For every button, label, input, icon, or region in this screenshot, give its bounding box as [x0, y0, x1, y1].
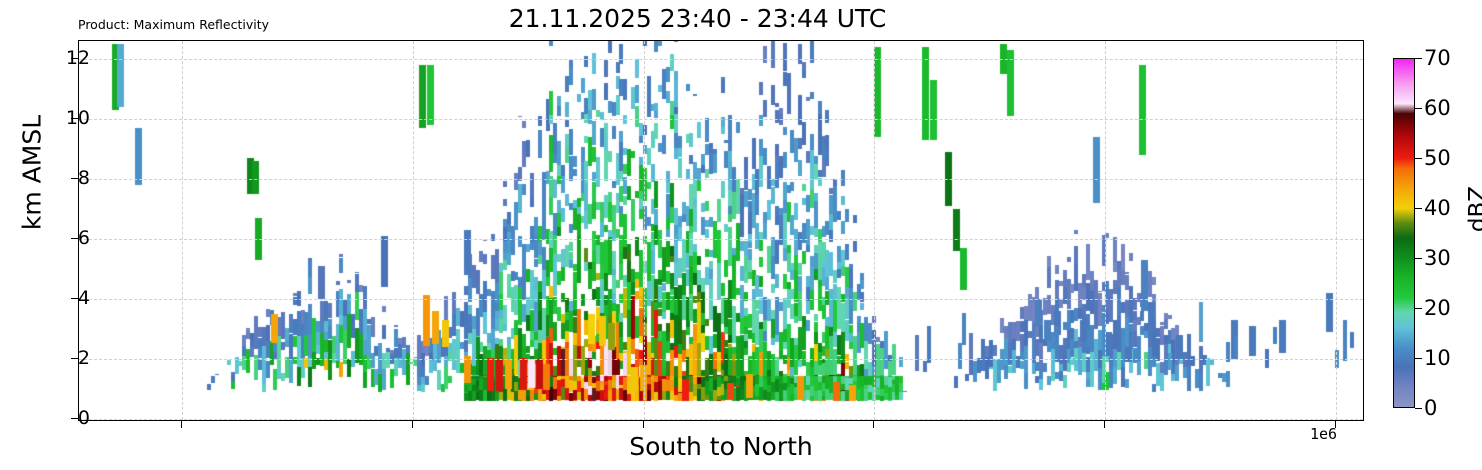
colorbar-tick-label: 0 — [1424, 396, 1438, 420]
colorbar-tick-label: 50 — [1424, 146, 1451, 170]
gridline-vertical — [874, 41, 876, 420]
colorbar-label: dBZ — [1465, 185, 1482, 233]
gridline-horizontal — [79, 239, 1363, 240]
x-axis-offset-text: 1e6 — [1310, 425, 1338, 443]
gridline-horizontal — [79, 179, 1363, 180]
x-axis-tick — [180, 421, 182, 428]
plot-area — [78, 40, 1364, 421]
colorbar-tick — [1415, 108, 1422, 109]
gridline-vertical — [181, 41, 183, 420]
x-axis-tick — [642, 421, 644, 428]
y-axis-tick-label: 2 — [77, 347, 90, 369]
x-axis-tick — [1104, 421, 1106, 428]
y-axis-tick — [71, 58, 78, 59]
colorbar-tick — [1415, 258, 1422, 259]
page-title: 21.11.2025 23:40 - 23:44 UTC — [508, 4, 887, 33]
colorbar-tick — [1415, 308, 1422, 309]
y-axis-tick-label: 6 — [77, 227, 90, 249]
gridline-horizontal — [79, 119, 1363, 120]
y-axis-tick-label: 0 — [77, 407, 90, 429]
colorbar-tick-label: 60 — [1424, 96, 1451, 120]
y-axis-tick-label: 12 — [65, 47, 90, 69]
colorbar-tick — [1415, 158, 1422, 159]
colorbar-tick — [1415, 208, 1422, 209]
product-label: Product: Maximum Reflectivity — [78, 17, 270, 32]
y-axis-tick-label: 10 — [65, 107, 90, 129]
y-axis-tick — [71, 358, 78, 359]
colorbar-tick-label: 30 — [1424, 246, 1451, 270]
gridline-horizontal — [79, 299, 1363, 300]
gridline-vertical — [412, 41, 414, 420]
y-axis-tick-label: 4 — [77, 287, 90, 309]
y-axis-label: km AMSL — [17, 114, 47, 231]
colorbar-tick — [1415, 408, 1422, 409]
x-axis-tick — [873, 421, 875, 428]
gridline-horizontal — [79, 59, 1363, 60]
gridline-horizontal — [79, 419, 1363, 420]
colorbar-tick-label: 10 — [1424, 346, 1451, 370]
y-axis-tick — [71, 418, 78, 419]
reflectivity-heatmap — [79, 41, 1362, 419]
gridline-vertical — [1105, 41, 1107, 420]
colorbar-tick-label: 20 — [1424, 296, 1451, 320]
colorbar-gradient — [1393, 58, 1415, 408]
y-axis-tick — [71, 238, 78, 239]
y-axis-tick — [71, 178, 78, 179]
colorbar — [1393, 58, 1415, 408]
x-axis-label: South to North — [629, 432, 813, 461]
x-axis-tick — [411, 421, 413, 428]
y-axis-tick-label: 8 — [77, 167, 90, 189]
gridline-horizontal — [79, 359, 1363, 360]
colorbar-tick — [1415, 358, 1422, 359]
colorbar-tick — [1415, 58, 1422, 59]
y-axis-tick — [71, 298, 78, 299]
colorbar-tick-label: 70 — [1424, 46, 1451, 70]
gridline-vertical — [1336, 41, 1338, 420]
x-axis-tick — [1335, 421, 1337, 428]
colorbar-tick-label: 40 — [1424, 196, 1451, 220]
gridline-vertical — [643, 41, 645, 420]
y-axis-tick — [71, 118, 78, 119]
